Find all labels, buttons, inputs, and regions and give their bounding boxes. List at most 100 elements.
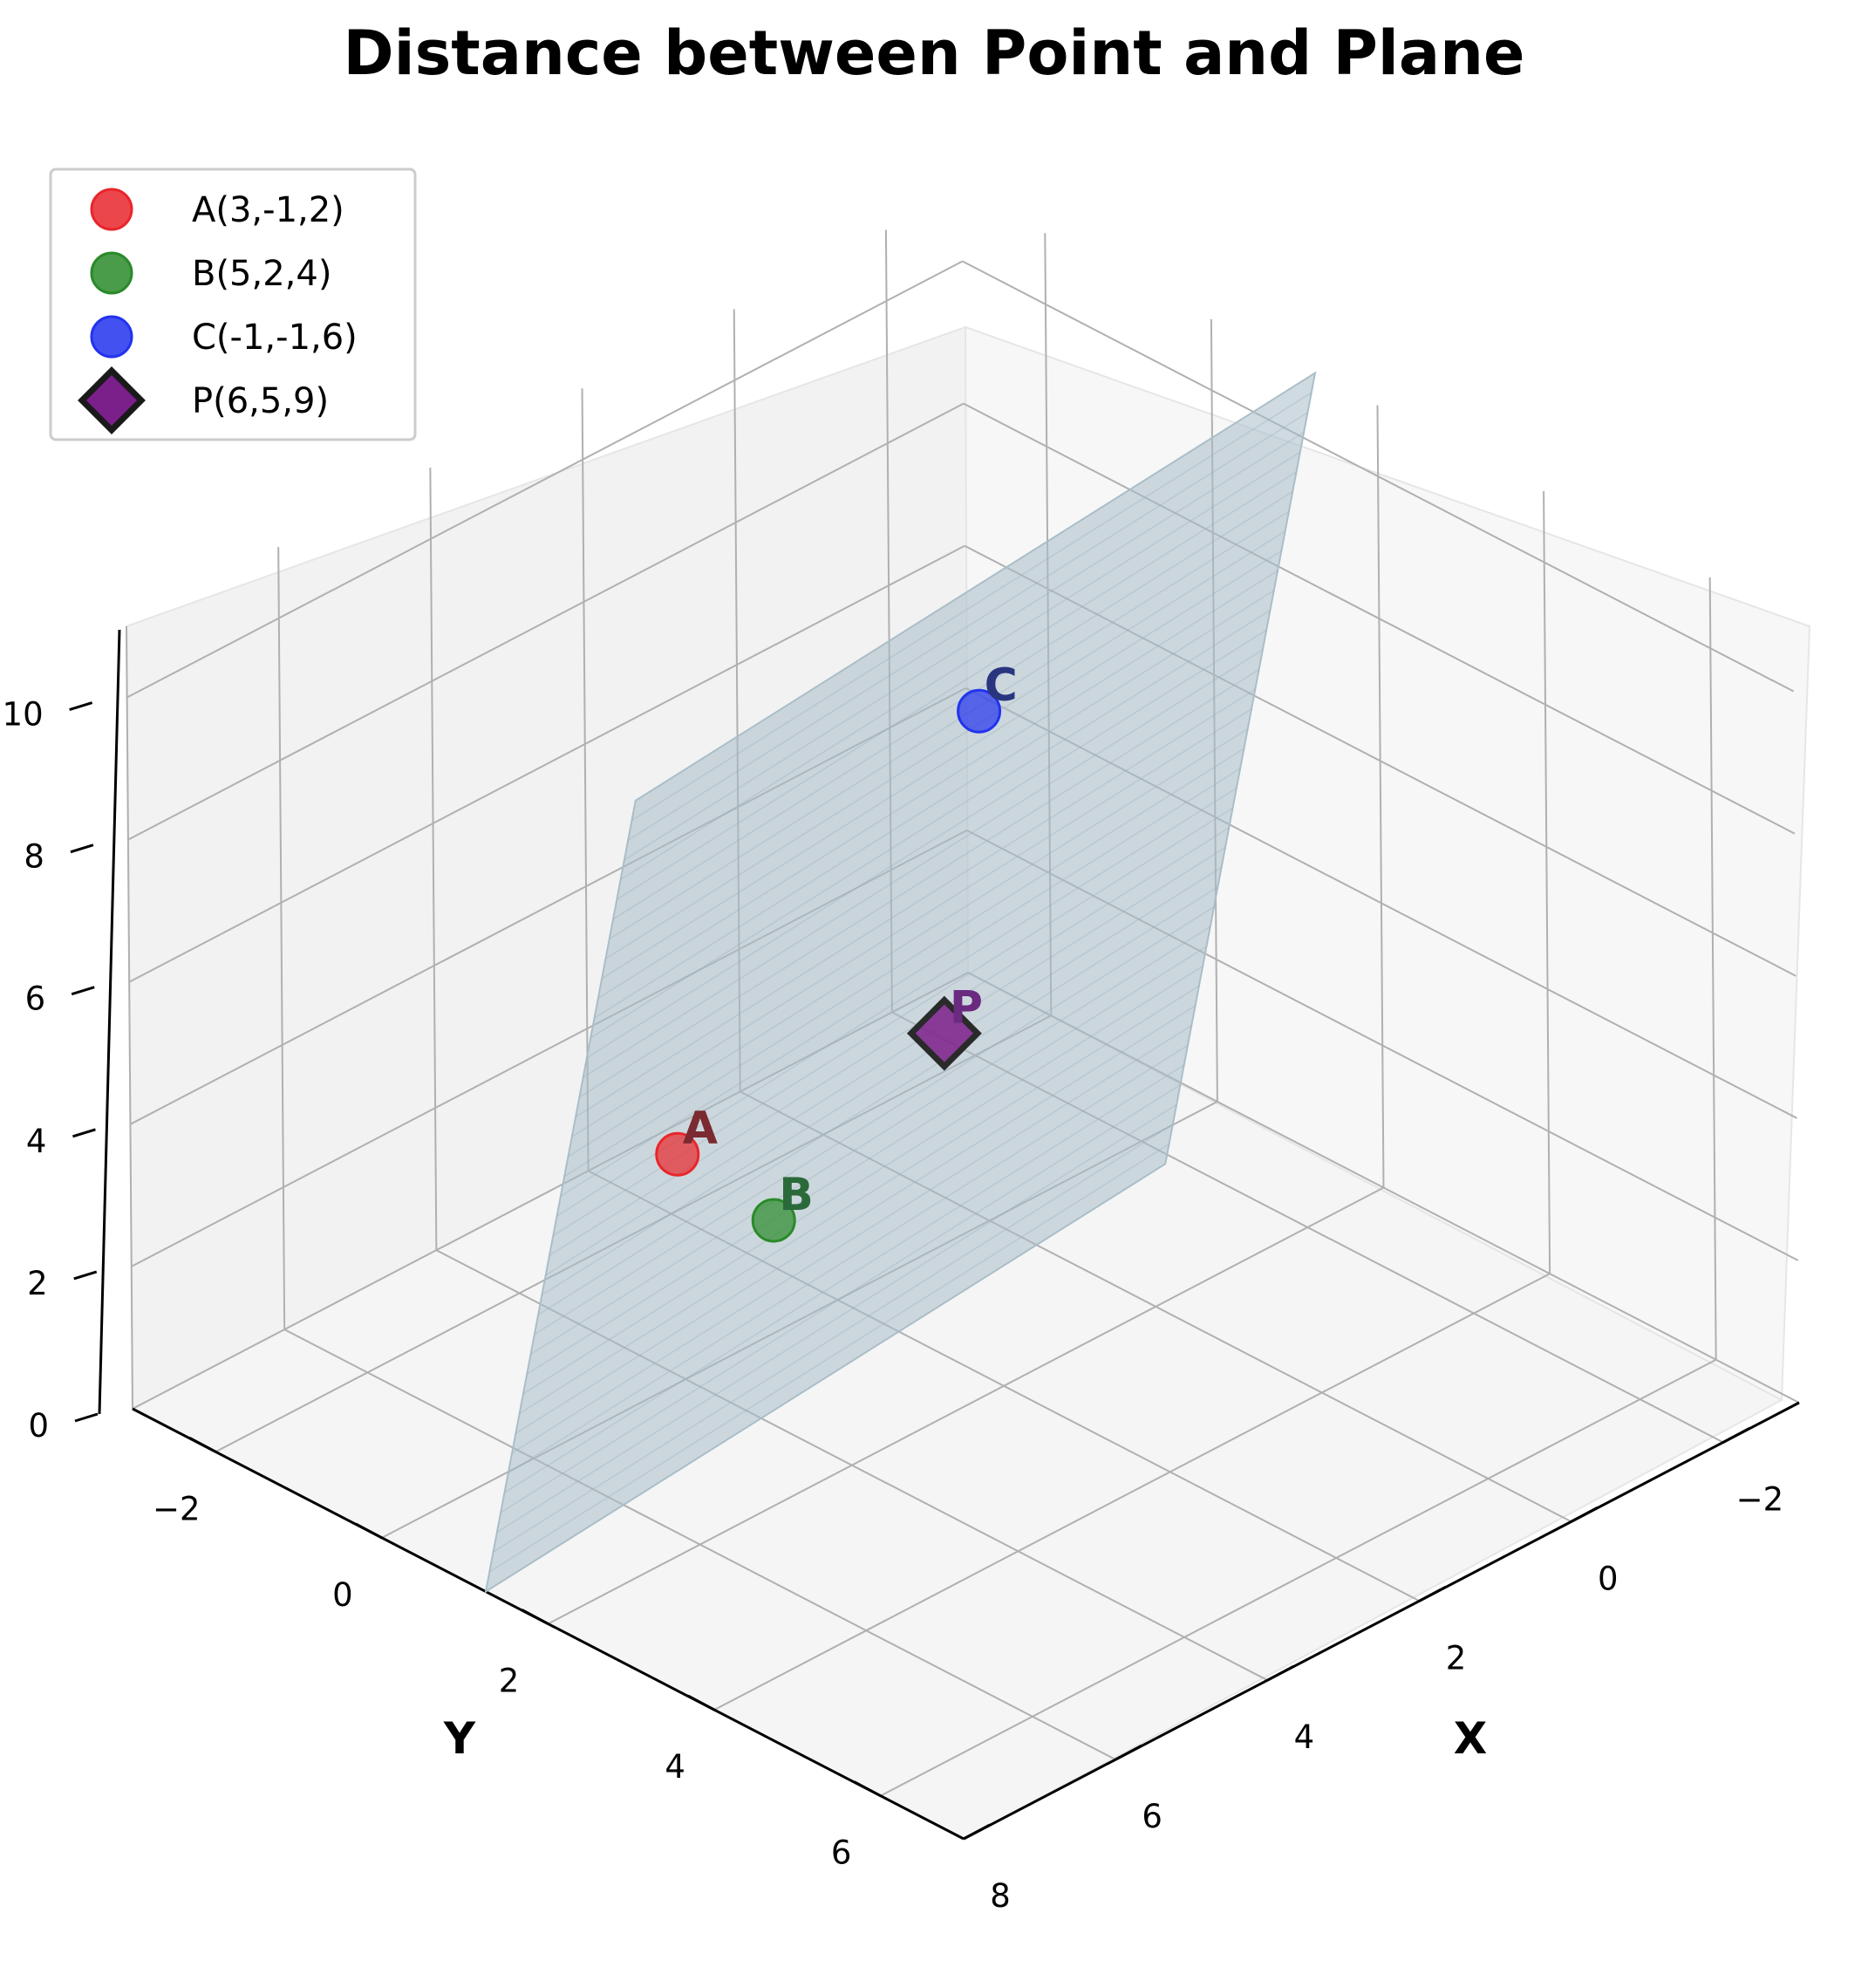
legend-frame [49,167,417,441]
grid-y-floor [713,1273,1551,1711]
plane-mesh-line [488,1143,1169,1573]
y-axis-label: Y [443,1713,476,1764]
x-tick [963,1823,991,1841]
grid-z-left [126,260,964,699]
y-tick-label: 6 [831,1834,852,1872]
plane-mesh-line [620,451,1301,881]
y-tick-label: 4 [665,1748,685,1786]
y-tick-label: 0 [332,1576,353,1614]
legend-marker-b [90,251,133,295]
z-tick-label: 10 [3,696,44,734]
plane-mesh-line [597,570,1278,1000]
plane-mesh-line [578,668,1260,1098]
x-axis-line [963,1401,1800,1841]
plane-mesh-line [504,1064,1185,1493]
plane-mesh-line [537,886,1218,1315]
plane-mesh-line [601,550,1282,980]
z-tick [73,1270,98,1281]
plane-surface [484,371,1317,1594]
z-tick [71,986,95,996]
plane-mesh-line [612,490,1293,920]
plane-mesh-line [515,1005,1196,1434]
plane-mesh-line [571,708,1252,1137]
plane-mesh-line [530,926,1211,1356]
y-tick [188,1436,217,1453]
z-tick [72,1128,96,1138]
plane-mesh-line [508,1044,1189,1474]
plane-mesh-line [594,590,1275,1019]
x-tick [1115,1744,1142,1761]
plane-mesh-line [563,748,1244,1178]
plane-mesh-line [526,946,1207,1375]
plane-mesh-line [500,1083,1181,1513]
grid-z-left [128,544,965,983]
plane-mesh-line [627,412,1308,841]
y-tick-label: 2 [499,1663,520,1700]
z-tick [74,1412,99,1423]
z-tick-label: 6 [25,980,46,1018]
legend-label-c: C(-1,-1,6) [192,318,358,358]
grid-x-wall [126,625,133,1410]
plane-mesh-line [493,1124,1174,1553]
plane-mesh-line [624,431,1305,861]
plane-mesh-line [616,471,1297,900]
x-tick [1418,1585,1447,1602]
z-tick [69,701,93,711]
y-tick [521,1609,549,1625]
grid-z-right [962,260,1795,693]
x-tick [1722,1427,1750,1444]
grid-y-wall [1376,405,1385,1188]
plane-mesh-line [605,530,1286,960]
x-tick-label: 8 [990,1877,1011,1915]
grid-y-floor [880,1358,1717,1797]
legend: A(3,-1,2) B(5,2,4) C(-1,-1,6) P(6,5,9) [49,167,417,441]
plane-mesh-line [631,392,1312,822]
legend-label-p: P(6,5,9) [192,381,329,421]
plane-mesh-line [519,985,1200,1415]
x-tick-label: 4 [1294,1718,1315,1756]
plane [484,371,1317,1594]
z-axis-line [98,629,121,1415]
y-tick [355,1522,383,1540]
legend-marker-c [90,315,133,359]
x-axis-label: X [1454,1713,1488,1764]
chart-title: Distance between Point and Plane [344,17,1525,89]
plane-mesh-line [522,965,1203,1395]
plane-mesh-line [545,846,1226,1276]
x-tick [1266,1664,1295,1682]
y-tick [687,1694,715,1711]
plane-mesh-line [590,609,1271,1039]
plane-mesh-line [560,768,1241,1197]
grid-x-wall [581,388,590,1172]
grid-y-floor [548,1186,1384,1625]
point-b-label: B [779,1169,814,1221]
x-tick-label: 6 [1142,1798,1162,1835]
legend-marker-p [78,366,146,434]
grid-z-right [963,402,1796,835]
plane-mesh-line [534,905,1215,1336]
plane-mesh-line [575,688,1256,1118]
point-p-label: P [950,982,983,1035]
x-tick-label: 2 [1446,1639,1467,1677]
grid-x-wall [277,547,286,1330]
y-tick-label: −2 [153,1490,201,1527]
plane-mesh-line [568,728,1249,1158]
grid-y-wall [1708,577,1717,1360]
y-tick [853,1780,882,1798]
legend-label-b: B(5,2,4) [192,254,331,294]
z-tick-label: 0 [28,1407,49,1445]
point-c-marker [957,688,1002,734]
grid-x-wall [429,468,438,1251]
legend-marker-a [90,188,133,231]
plane-mesh-line [549,827,1230,1256]
grid-z-left [127,402,965,841]
x-tick [1571,1506,1599,1523]
point-p-marker [906,995,982,1071]
plane-mesh-line [586,629,1267,1059]
z-tick-label: 8 [24,838,44,876]
plane-mesh-line [583,649,1264,1078]
point-c-label: C [985,659,1018,712]
axes: −2 0 2 4 6 8 −2 0 2 4 6 0 2 4 6 8 10 [3,629,1800,1915]
plane-mesh-line [496,1103,1177,1534]
